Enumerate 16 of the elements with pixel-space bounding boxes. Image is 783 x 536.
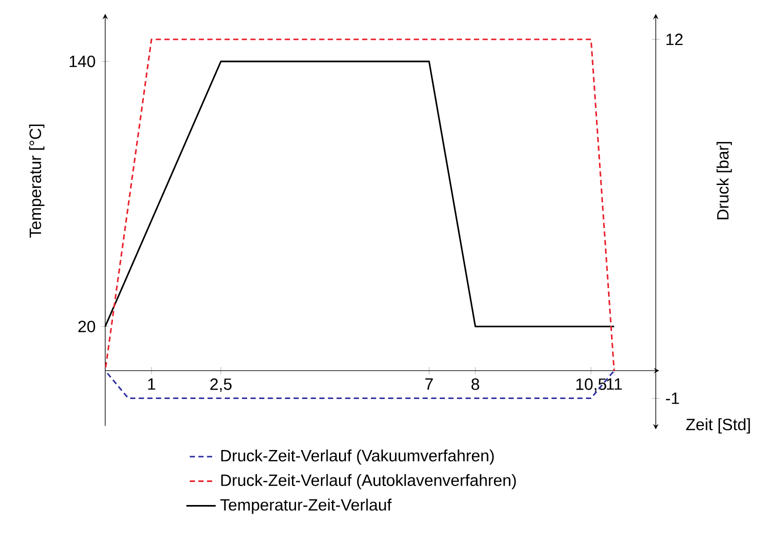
y-tick-label: 20 [78, 320, 96, 332]
legend-label: Temperatur-Zeit-Verlauf [220, 498, 392, 514]
x-tick-label: 7 [425, 378, 433, 390]
y2-tick-label: 12 [666, 34, 683, 46]
legend-label: Druck-Zeit-Verlauf (Vakuumverfahren) [221, 449, 494, 465]
y2-tick-label: -1 [666, 392, 679, 404]
x-tick-label: 1 [148, 378, 156, 390]
x-tick-label: 11 [606, 378, 622, 390]
x-tick-label: 10,5 [576, 378, 606, 392]
y2-axis-title: Druck [bar] [716, 142, 732, 220]
x-tick-label: 8 [471, 378, 480, 390]
x-tick-label: 2,5 [210, 378, 232, 392]
y-tick-label: 140 [70, 56, 96, 68]
x-axis-title: Zeit [Std] [686, 418, 750, 434]
legend-label: Druck-Zeit-Verlauf (Autoklavenverfahren) [221, 474, 516, 490]
y-axis-title: Temperatur [°C] [29, 124, 44, 238]
